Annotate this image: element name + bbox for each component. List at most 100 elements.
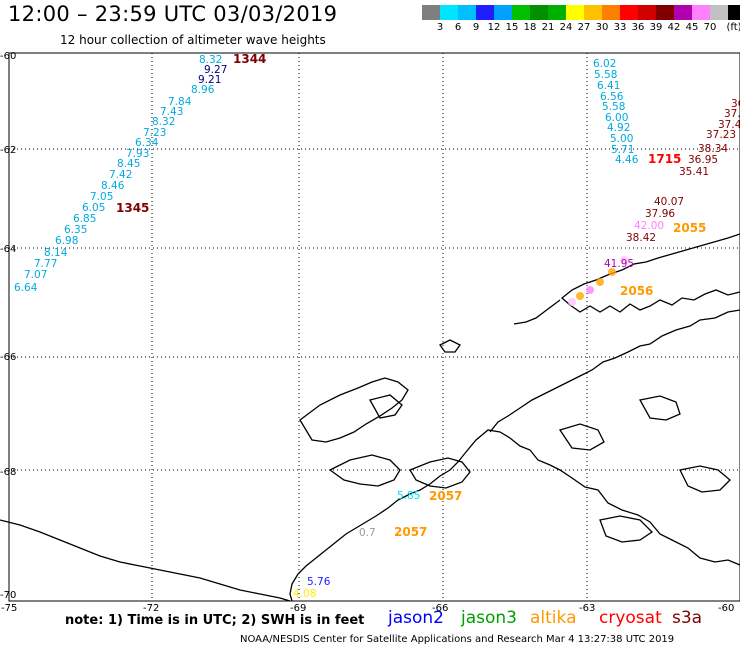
- east-red-value: 38.42: [626, 232, 657, 244]
- south-value: 5.85: [397, 490, 421, 502]
- altika-time: 2055: [673, 221, 707, 235]
- east-cyan-value: 4.46: [615, 154, 639, 166]
- coastline: [0, 233, 740, 602]
- color-swatch-5: [512, 5, 530, 20]
- east-cyan-value: 6.00: [605, 112, 629, 124]
- altika-time: 2057: [429, 489, 463, 503]
- west-track-value: 6.05: [82, 202, 106, 214]
- color-scale-label: 45: [685, 22, 699, 33]
- east-cyan-value: 5.58: [594, 69, 618, 81]
- measurement-point: [596, 278, 604, 286]
- west-track-value: 8.14: [44, 247, 68, 259]
- east-red-value: 37.: [724, 108, 740, 120]
- west-track-value: 7.43: [160, 106, 184, 118]
- color-scale-label: 18: [523, 22, 537, 33]
- color-swatch-6: [530, 5, 548, 20]
- color-swatch-2: [458, 5, 476, 20]
- west-track-value: 6.98: [55, 235, 79, 247]
- color-swatch-3: [476, 5, 494, 20]
- color-scale-label: 33: [613, 22, 627, 33]
- west-track-value: 7.42: [109, 169, 133, 181]
- lon-label-72: -72: [143, 603, 160, 614]
- west-track-value: 8.32: [152, 116, 176, 128]
- color-scale-label: 24: [559, 22, 573, 33]
- south-value: 0.7: [359, 527, 376, 539]
- east-cyan-value: 5.58: [602, 101, 626, 113]
- legend-jason3: jason3: [461, 608, 517, 628]
- color-scale-label: 39: [649, 22, 663, 33]
- east-red-value: 35.41: [679, 166, 710, 178]
- legend-cryosat: cryosat: [599, 608, 662, 628]
- color-swatch-17: [728, 5, 740, 20]
- color-swatch-9: [584, 5, 602, 20]
- color-scale-label: 3: [436, 22, 444, 33]
- legend-s3a: s3a: [672, 608, 703, 628]
- note-text: note: 1) Time is in UTC; 2) SWH is in fe…: [65, 613, 365, 628]
- east-red-value: 37.96: [645, 208, 676, 220]
- color-scale-label: 6: [454, 22, 462, 33]
- measurement-point: [586, 286, 594, 294]
- color-scale-label: 9: [472, 22, 480, 33]
- color-swatch-8: [566, 5, 584, 20]
- east-red-value: 37.23: [706, 129, 737, 141]
- east-purple-value: 41.95: [604, 258, 635, 270]
- lat-label-64: -64: [0, 244, 17, 255]
- lat-label-70: -70: [0, 590, 17, 601]
- west-track-value: 7.93: [126, 148, 150, 160]
- altika-time: 2057: [394, 525, 428, 539]
- west-track-value: 6.64: [14, 282, 38, 294]
- west-track-value: 8.32: [199, 54, 223, 66]
- color-swatch-4: [494, 5, 512, 20]
- measurement-point: [576, 292, 584, 300]
- west-track-value: 7.23: [143, 127, 167, 139]
- color-scale-label: 36: [631, 22, 645, 33]
- color-swatch-12: [638, 5, 656, 20]
- measurement-point: [620, 256, 628, 264]
- west-track-value: 8.46: [101, 180, 125, 192]
- color-swatch-1: [440, 5, 458, 20]
- color-scale-label: (ft): [726, 22, 740, 33]
- lon-label-75: -75: [1, 603, 18, 614]
- altika-time: 2056: [620, 284, 654, 298]
- west-track-value: 9.27: [204, 64, 228, 76]
- west-track-value: 8.45: [117, 158, 141, 170]
- color-swatch-7: [548, 5, 566, 20]
- map-subtitle: 12 hour collection of altimeter wave hei…: [60, 33, 326, 47]
- east-red-value: 37.42: [718, 119, 740, 131]
- west-track-time-end: 1345: [116, 201, 150, 215]
- color-swatch-15: [692, 5, 710, 20]
- west-track-value: 9.21: [198, 74, 222, 86]
- credit-line: NOAA/NESDIS Center for Satellite Applica…: [240, 634, 675, 645]
- east-red-value: 38.34: [698, 143, 729, 155]
- west-track-value: 7.05: [90, 191, 114, 203]
- color-scale-label: 30: [595, 22, 609, 33]
- color-scale-label: 15: [505, 22, 519, 33]
- measurement-point: [568, 298, 576, 306]
- west-track-value: 6.34: [135, 137, 159, 149]
- color-scale-bar: [422, 5, 740, 20]
- color-swatch-14: [674, 5, 692, 20]
- color-scale-label: 21: [541, 22, 555, 33]
- lat-label-68: -68: [0, 467, 17, 478]
- color-scale-label: 70: [703, 22, 717, 33]
- west-track-value: 7.07: [24, 269, 48, 281]
- south-value: 4.08: [293, 588, 317, 600]
- legend-altika: altika: [530, 608, 577, 628]
- east-red-value: 40.07: [654, 196, 685, 208]
- lat-lon-grid: [9, 53, 740, 601]
- lat-label-60: -60: [0, 51, 17, 62]
- measurement-point: [608, 268, 616, 276]
- west-track-value: 8.96: [191, 84, 215, 96]
- color-swatch-10: [602, 5, 620, 20]
- color-scale-label: 42: [667, 22, 681, 33]
- map-frame: [8, 52, 740, 602]
- east-cyan-value: 6.02: [593, 58, 617, 70]
- legend-jason2: jason2: [388, 608, 444, 628]
- lon-label-63: -63: [579, 603, 596, 614]
- lon-label-66: -66: [432, 603, 449, 614]
- lat-label-66: -66: [0, 352, 17, 363]
- color-swatch-11: [620, 5, 638, 20]
- lat-label-62: -62: [0, 145, 17, 156]
- west-track-value: 6.35: [64, 224, 88, 236]
